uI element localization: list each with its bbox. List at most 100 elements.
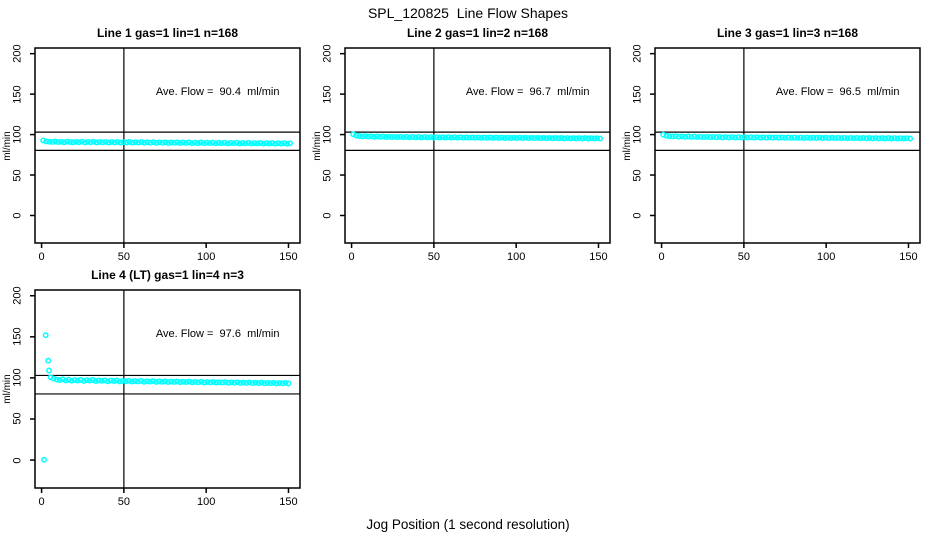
data-point — [772, 134, 779, 141]
subplot-title: Line 1 gas=1 lin=1 n=168 — [96, 26, 239, 40]
data-point — [463, 134, 470, 141]
data-point — [110, 378, 117, 384]
data-point — [719, 134, 726, 141]
data-point — [546, 134, 553, 141]
data-point — [71, 377, 78, 383]
data-point — [114, 138, 121, 145]
data-point — [750, 134, 757, 141]
data-point — [242, 140, 249, 147]
data-point — [119, 377, 126, 384]
data-point — [445, 134, 452, 141]
data-point — [679, 133, 685, 140]
data-point — [427, 134, 434, 141]
data-point — [131, 378, 138, 385]
data-point — [92, 378, 99, 384]
data-point — [260, 140, 267, 147]
data-point — [239, 140, 246, 146]
data-point — [159, 139, 166, 146]
data-point — [138, 377, 144, 384]
data-point — [555, 135, 562, 142]
data-point — [206, 140, 213, 147]
data-point — [391, 133, 398, 140]
data-point — [775, 134, 782, 141]
data-point — [797, 134, 804, 141]
data-point — [41, 456, 48, 463]
data-point — [75, 139, 82, 146]
data-point — [732, 134, 739, 141]
data-point — [685, 133, 692, 140]
data-point — [135, 139, 142, 146]
data-point — [56, 377, 63, 383]
data-point — [207, 379, 214, 386]
y-tick-label: 200 — [11, 44, 24, 63]
data-point — [794, 134, 801, 141]
data-point — [55, 139, 62, 146]
data-point — [448, 134, 455, 141]
data-point — [123, 139, 130, 146]
data-point — [222, 379, 229, 386]
data-point — [707, 134, 714, 141]
data-point — [228, 379, 235, 386]
x-tick-label: 0 — [38, 496, 45, 508]
data-point — [46, 367, 52, 374]
data-point — [365, 133, 372, 140]
data-point — [588, 135, 595, 142]
data-point — [585, 135, 592, 142]
data-point — [516, 134, 523, 141]
data-point — [203, 139, 210, 146]
data-point — [490, 134, 496, 141]
data-point — [469, 134, 476, 141]
data-point — [383, 134, 389, 140]
data-point — [194, 140, 201, 146]
data-point — [266, 140, 273, 147]
data-point — [96, 139, 103, 145]
data-point — [819, 135, 826, 142]
data-point — [567, 135, 574, 142]
data-point — [165, 140, 172, 146]
data-point — [430, 134, 437, 141]
data-point — [710, 133, 717, 140]
data-point — [522, 134, 529, 141]
data-point — [397, 133, 404, 140]
x-tick-label: 150 — [899, 251, 918, 263]
data-point — [594, 135, 601, 142]
data-point — [81, 139, 88, 146]
data-point — [273, 380, 280, 387]
data-point — [841, 134, 848, 141]
data-point — [788, 134, 795, 141]
data-point — [829, 134, 835, 141]
data-point — [487, 134, 494, 141]
data-point — [113, 377, 120, 384]
data-point — [215, 139, 222, 146]
data-point — [385, 133, 392, 140]
data-point — [257, 139, 264, 146]
data-point — [888, 135, 895, 142]
data-point — [597, 135, 604, 142]
data-point — [766, 134, 773, 141]
data-point — [409, 134, 416, 140]
data-point — [499, 134, 505, 141]
data-point — [872, 135, 879, 142]
data-point — [105, 139, 112, 146]
data-point — [58, 138, 65, 145]
data-point — [93, 139, 100, 146]
data-point — [860, 135, 867, 141]
data-point — [233, 139, 240, 146]
data-point — [43, 138, 50, 145]
data-point — [472, 134, 479, 141]
data-point — [65, 376, 72, 383]
data-point — [510, 134, 517, 141]
data-point — [747, 134, 754, 141]
x-tick-label: 100 — [196, 496, 216, 508]
data-point — [90, 138, 97, 145]
data-point — [104, 378, 111, 385]
data-point — [198, 378, 205, 385]
data-point — [421, 134, 428, 141]
annotation-ave-flow: Ave. Flow = 97.6 ml/min — [155, 328, 280, 341]
data-point — [754, 134, 760, 141]
data-point — [897, 135, 904, 142]
data-point — [227, 139, 234, 146]
y-axis-unit-label: ml/min — [312, 130, 323, 161]
data-point — [86, 377, 93, 384]
data-point — [558, 135, 565, 141]
